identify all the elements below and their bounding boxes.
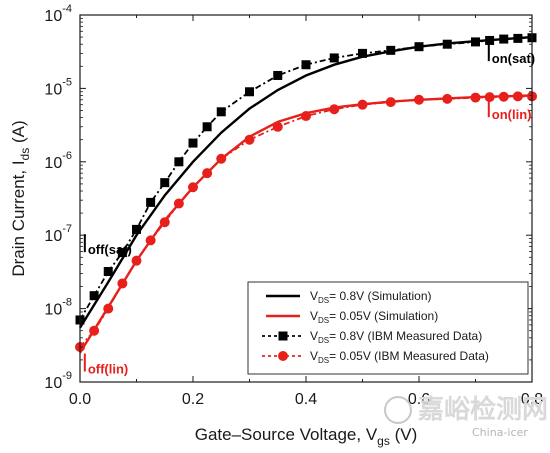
annotation-label: on(lin) — [492, 107, 532, 122]
data-point-circle — [131, 255, 142, 266]
data-point-circle — [173, 198, 184, 209]
legend-label: VDS= 0.8V (IBM Measured Data) — [310, 329, 482, 345]
annotation-on(sat): on(sat) — [487, 43, 535, 66]
x-axis-title: Gate–Source Voltage, Vgs (V) — [195, 425, 417, 448]
legend-swatch-square — [278, 331, 288, 341]
data-point-square — [442, 39, 452, 49]
data-point-square — [386, 45, 396, 55]
data-point-circle — [385, 97, 396, 108]
legend-box — [247, 281, 529, 375]
data-point-circle — [244, 134, 255, 145]
y-tick-label: 10-5 — [44, 76, 72, 98]
series-group — [75, 33, 537, 354]
legend-entry: VDS= 0.05V (IBM Measured Data) — [262, 349, 489, 365]
y-tick-label: 10-6 — [44, 150, 72, 172]
x-tick-label: 0.6 — [408, 391, 430, 408]
data-point-square — [329, 53, 339, 63]
data-point-square — [358, 48, 367, 58]
data-point-square — [245, 87, 254, 97]
legend-entry: VDS= 0.8V (Simulation) — [266, 289, 432, 305]
x-tick-label: 0.2 — [182, 391, 204, 408]
data-point-circle — [145, 235, 156, 246]
data-point-square — [301, 60, 311, 70]
annotation-label: on(sat) — [492, 51, 535, 66]
data-point-square — [471, 37, 480, 47]
data-point-circle — [103, 303, 114, 314]
y-tick-label: 10-9 — [44, 370, 72, 392]
annotations-group: on(sat) on(lin) off(sat) off(lin) — [83, 43, 535, 377]
data-point-circle — [159, 217, 170, 228]
annotation-on(lin): on(lin) — [487, 99, 532, 122]
x-tick-label: 0.4 — [295, 391, 317, 408]
data-point-square — [499, 34, 509, 44]
data-point-square — [414, 42, 424, 52]
data-point-circle — [117, 278, 128, 289]
data-point-circle — [512, 91, 523, 102]
watermark-subtext: China-icer — [472, 426, 528, 439]
series-3 — [75, 91, 537, 352]
legend-label: VDS= 0.8V (Simulation) — [310, 289, 432, 305]
data-point-square — [103, 267, 113, 277]
data-point-circle — [484, 92, 495, 103]
y-tick-label: 10-8 — [44, 297, 72, 319]
series-0 — [78, 35, 533, 329]
data-point-circle — [498, 91, 509, 102]
data-point-square — [485, 35, 495, 45]
legend-entry: VDS= 0.8V (IBM Measured Data) — [262, 329, 482, 345]
series-dashdot-line — [79, 36, 533, 321]
data-point-circle — [89, 325, 100, 336]
annotation-label: off(lin) — [88, 362, 128, 377]
data-point-circle — [357, 99, 368, 110]
data-point-circle — [414, 94, 424, 105]
data-point-circle — [216, 153, 227, 164]
data-point-square — [513, 33, 523, 43]
data-point-circle — [272, 121, 283, 132]
data-point-square — [89, 291, 99, 301]
x-tick-label: 0.8 — [521, 391, 543, 408]
legend-label: VDS= 0.05V (Simulation) — [310, 309, 438, 325]
series-line — [78, 35, 533, 329]
data-point-circle — [188, 182, 198, 193]
data-point-square — [188, 138, 198, 148]
watermark-text: 嘉峪检测网 — [418, 394, 548, 425]
series-2 — [75, 33, 537, 325]
x-tick-label: 0.0 — [69, 391, 91, 408]
data-point-square — [146, 197, 156, 207]
data-point-square — [273, 70, 283, 80]
data-point-circle — [301, 111, 311, 122]
annotation-label: off(sat) — [88, 242, 132, 257]
annotation-off(sat): off(sat) — [83, 234, 132, 257]
annotation-off(lin): off(lin) — [83, 353, 128, 377]
data-point-circle — [470, 92, 481, 103]
data-point-circle — [202, 168, 213, 179]
legend-swatch-circle — [278, 351, 288, 361]
data-point-square — [160, 178, 170, 188]
legend: VDS= 0.8V (Simulation) VDS= 0.05V (Simula… — [247, 281, 529, 375]
legend-entry: VDS= 0.05V (Simulation) — [266, 309, 438, 325]
data-point-square — [202, 122, 212, 132]
watermark-logo-icon — [384, 396, 412, 424]
legend-label: VDS= 0.05V (IBM Measured Data) — [310, 349, 489, 365]
data-point-circle — [329, 104, 340, 115]
y-tick-label: 10-7 — [44, 223, 72, 245]
data-point-square — [132, 224, 141, 234]
axes-group: 0.0 0.2 0.4 0.6 0.8 10-9 10-8 10-7 10-6 10-5 10-4 G… — [9, 3, 543, 448]
data-point-square — [174, 157, 184, 167]
data-point-square — [216, 107, 226, 117]
y-tick-label: 10-4 — [44, 3, 72, 25]
data-point-square — [117, 248, 127, 258]
y-axis-title: Drain Current, Ids (A) — [9, 120, 32, 276]
data-point-circle — [442, 93, 453, 104]
